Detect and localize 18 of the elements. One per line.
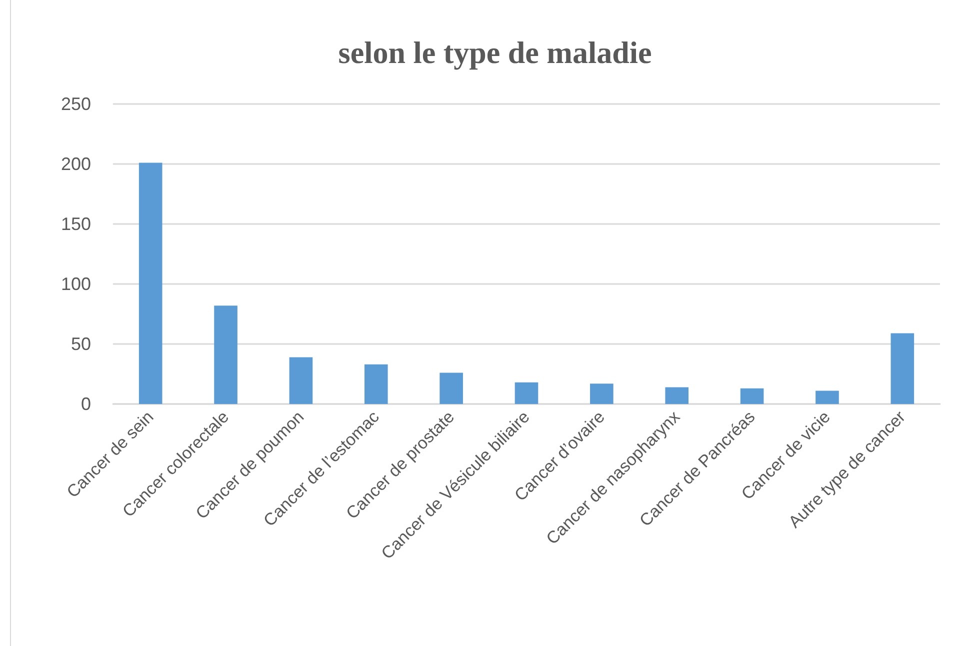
y-tick-label: 0 <box>80 394 91 414</box>
bar <box>514 382 538 404</box>
bar <box>816 390 839 404</box>
y-tick-label: 250 <box>60 94 91 114</box>
y-tick-label: 100 <box>60 274 91 294</box>
bar <box>740 388 764 404</box>
y-tick-label: 150 <box>60 214 91 234</box>
y-tick-label: 50 <box>70 334 91 354</box>
bar <box>890 333 914 404</box>
bar <box>665 387 689 404</box>
y-tick-label: 200 <box>60 154 91 174</box>
bar <box>440 372 463 404</box>
bar <box>289 357 313 404</box>
chart-title: selon le type de maladie <box>338 35 652 70</box>
bar <box>138 162 162 404</box>
bar <box>364 364 388 404</box>
bar <box>214 306 238 404</box>
bar <box>590 384 614 404</box>
